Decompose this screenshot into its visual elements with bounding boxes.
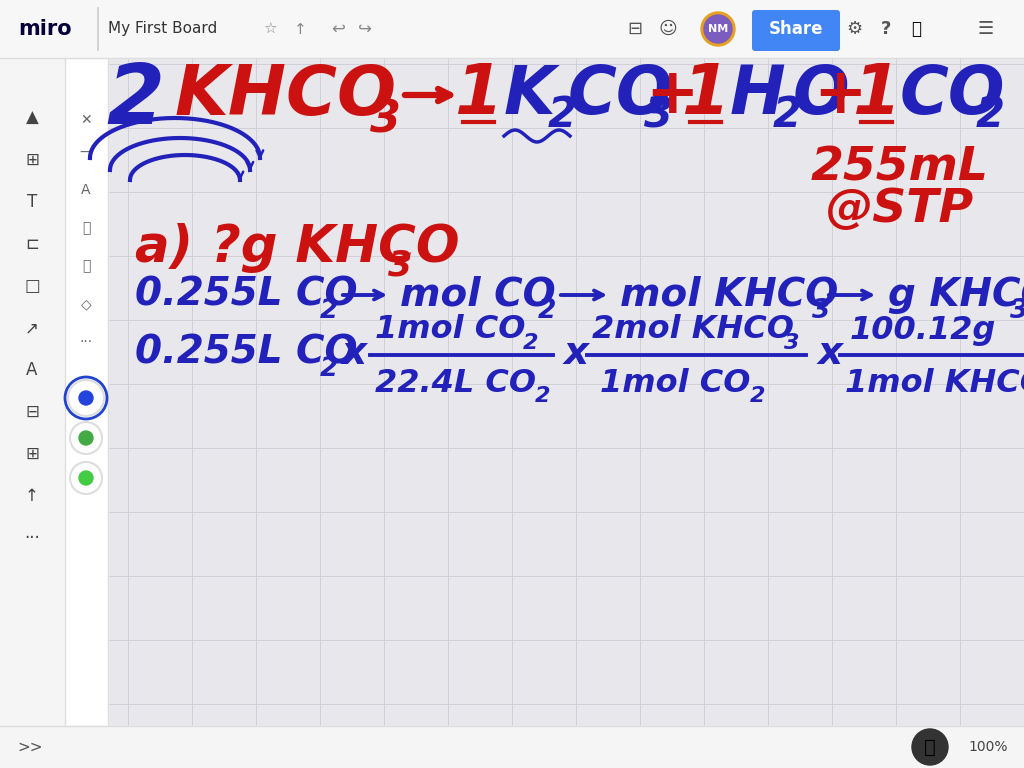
Text: a) ?g KHCO: a) ?g KHCO [135,223,460,273]
Text: 1mol KHCO: 1mol KHCO [845,368,1024,399]
Text: 1: 1 [454,61,502,128]
Text: □: □ [25,277,40,295]
Text: NM: NM [708,24,728,34]
Text: 2: 2 [523,333,539,353]
Text: g KHCO: g KHCO [888,276,1024,314]
Text: KHCO: KHCO [175,61,397,128]
Text: 2: 2 [773,94,802,136]
Text: 🔍: 🔍 [911,20,921,38]
Text: T: T [27,193,37,211]
Text: Share: Share [769,20,823,38]
Text: 3: 3 [644,94,673,136]
Text: 3: 3 [370,98,401,141]
Text: miro: miro [18,19,72,39]
Text: A: A [27,361,38,379]
Text: 3: 3 [812,298,830,324]
Text: 0.255L CO: 0.255L CO [135,276,357,314]
Text: 🔒: 🔒 [82,221,90,235]
Text: 1mol CO: 1mol CO [600,368,751,399]
Text: ↪: ↪ [358,20,372,38]
Text: ↗: ↗ [25,319,39,337]
Text: ☆: ☆ [263,22,276,37]
Text: ✕: ✕ [80,113,92,127]
Text: 3: 3 [784,333,800,353]
Bar [0,58,65,726]
Text: 3: 3 [1010,298,1024,324]
Text: ↑: ↑ [25,487,39,505]
Text: +: + [645,64,698,126]
Text: 2: 2 [750,386,766,406]
Text: 3: 3 [388,249,412,283]
Text: 100.12g: 100.12g [850,315,996,346]
Text: 22.4L CO: 22.4L CO [375,368,537,399]
Text: ⊟: ⊟ [628,20,643,38]
Text: x: x [342,334,368,372]
Circle shape [79,431,93,445]
Text: ☺: ☺ [658,20,677,38]
Text: K: K [504,62,556,128]
Text: ↩: ↩ [331,20,345,38]
Text: My First Board: My First Board [108,22,217,37]
Text: 1: 1 [681,61,729,128]
Text: ↑: ↑ [294,22,306,37]
Text: 1: 1 [852,61,900,128]
Bar [65,58,108,726]
Text: 100%: 100% [969,740,1008,754]
Bar [0,726,1024,768]
Text: 2: 2 [319,298,338,324]
Text: +: + [813,64,866,126]
Circle shape [705,15,732,43]
Text: 2: 2 [535,386,551,406]
Text: —: — [79,146,93,160]
Text: 1mol CO: 1mol CO [375,315,525,346]
Text: CO: CO [568,62,674,128]
Text: ···: ··· [25,529,40,547]
Text: ⊟: ⊟ [25,403,39,421]
Circle shape [79,391,93,405]
Text: 2: 2 [106,59,164,141]
Text: O: O [793,62,850,128]
Text: ⊞: ⊞ [25,151,39,169]
Text: x: x [818,334,843,372]
Bar [0,0,1024,58]
Text: ···: ··· [80,335,92,349]
Text: A: A [81,183,91,197]
Text: ✋: ✋ [924,737,936,756]
Text: ⊞: ⊞ [25,445,39,463]
Text: mol KHCO: mol KHCO [620,276,839,314]
Text: 0.255L CO: 0.255L CO [135,334,357,372]
Text: 2: 2 [319,356,338,382]
Text: H: H [730,62,785,128]
Text: ⚙: ⚙ [846,20,862,38]
Text: 2mol KHCO: 2mol KHCO [592,315,794,346]
Text: 255mL: 255mL [811,145,989,190]
Text: 2: 2 [976,94,1005,136]
Text: >>: >> [17,740,43,754]
Text: x: x [564,334,589,372]
Text: ▲: ▲ [26,109,38,127]
Circle shape [912,729,948,765]
Circle shape [701,12,735,46]
Text: ?: ? [881,20,891,38]
Text: ⊏: ⊏ [25,235,39,253]
Text: mol CO: mol CO [400,276,556,314]
Text: 2: 2 [548,94,577,136]
Text: 2: 2 [538,298,556,324]
FancyBboxPatch shape [752,10,840,51]
Text: CO: CO [900,62,1006,128]
Text: ◇: ◇ [81,297,91,311]
Text: @STP: @STP [826,187,974,233]
Circle shape [79,471,93,485]
Text: ⛓: ⛓ [82,259,90,273]
Text: ☰: ☰ [978,20,994,38]
